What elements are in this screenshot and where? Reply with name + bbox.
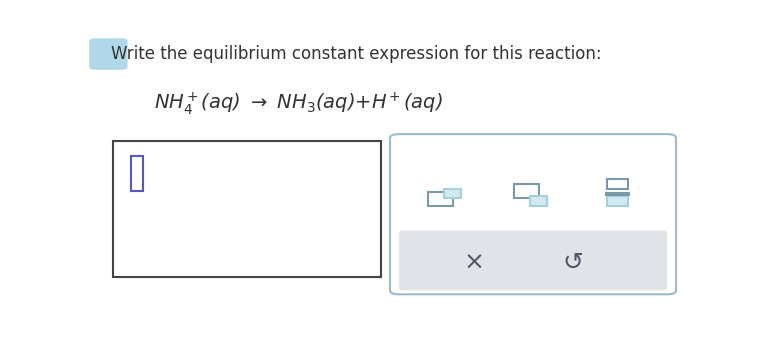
FancyBboxPatch shape [399,231,667,291]
Bar [607,196,628,206]
FancyBboxPatch shape [390,134,676,294]
Bar [444,189,460,198]
Text: Write the equilibrium constant expression for this reaction:: Write the equilibrium constant expressio… [111,45,602,63]
Text: NH$_4^+$(aq) $\rightarrow$ NH$_3$(aq)+H$^+$(aq): NH$_4^+$(aq) $\rightarrow$ NH$_3$(aq)+H$… [154,91,443,117]
Bar [607,179,628,189]
Bar [113,141,381,277]
Bar [131,157,144,191]
FancyBboxPatch shape [89,38,128,70]
Bar [428,192,453,206]
Bar [530,196,546,206]
Text: ↺: ↺ [563,251,584,275]
Text: ×: × [463,251,485,275]
Bar [514,184,539,198]
